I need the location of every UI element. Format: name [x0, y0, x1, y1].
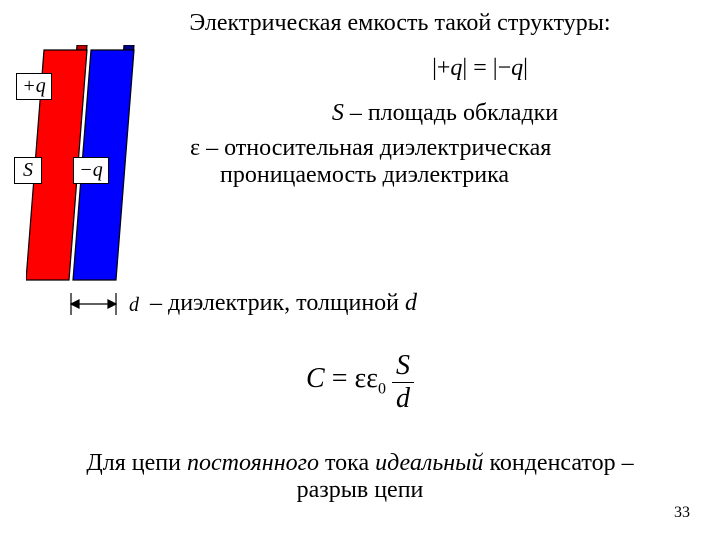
bottom-description: Для цепи постоянного тока идеальный конд… [20, 450, 700, 504]
label-d: d [121, 293, 147, 318]
description-d: – диэлектрик, толщиной d [150, 290, 700, 317]
formula-capacitance: C = εε0 S d [0, 350, 720, 411]
dimension-d [71, 293, 116, 315]
description-epsilon: ε – относительная диэлектрическая прониц… [190, 135, 700, 189]
label-plus-q: ++qq [16, 73, 52, 100]
page-number: 33 [674, 504, 690, 522]
description-S: S – площадь обкладки [190, 100, 700, 127]
label-minus-q: −q [73, 157, 109, 184]
title: Электрическая емкость такой структуры: [100, 10, 700, 37]
formula-charge-equality: |+q| = |−q| [280, 55, 680, 82]
label-S: S [14, 157, 42, 184]
